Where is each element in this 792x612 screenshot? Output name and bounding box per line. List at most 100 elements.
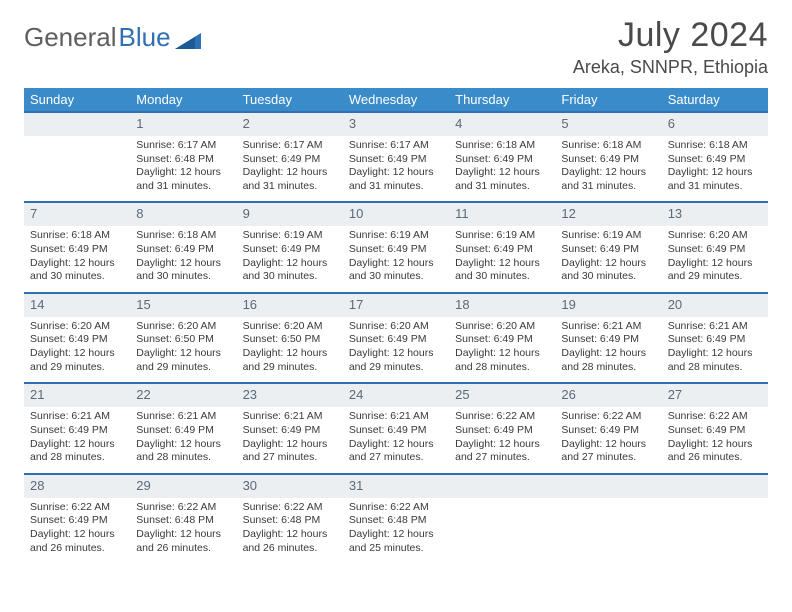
sunrise-text: Sunrise: 6:20 AM <box>455 320 549 334</box>
day-number: 20 <box>662 294 768 317</box>
calendar-week-row: 7Sunrise: 6:18 AMSunset: 6:49 PMDaylight… <box>24 202 768 292</box>
sunset-text: Sunset: 6:49 PM <box>561 424 655 438</box>
calendar-day-cell: 22Sunrise: 6:21 AMSunset: 6:49 PMDayligh… <box>130 383 236 473</box>
day-details: Sunrise: 6:22 AMSunset: 6:48 PMDaylight:… <box>237 498 343 564</box>
day-number: 13 <box>662 203 768 226</box>
day-details: Sunrise: 6:21 AMSunset: 6:49 PMDaylight:… <box>662 317 768 383</box>
sunset-text: Sunset: 6:49 PM <box>561 333 655 347</box>
day-details: Sunrise: 6:21 AMSunset: 6:49 PMDaylight:… <box>130 407 236 473</box>
calendar-day-cell: 3Sunrise: 6:17 AMSunset: 6:49 PMDaylight… <box>343 112 449 202</box>
logo-text-2: Blue <box>119 22 171 53</box>
day-details: Sunrise: 6:19 AMSunset: 6:49 PMDaylight:… <box>343 226 449 292</box>
day-number <box>449 475 555 498</box>
day-details: Sunrise: 6:22 AMSunset: 6:49 PMDaylight:… <box>449 407 555 473</box>
sunset-text: Sunset: 6:49 PM <box>30 514 124 528</box>
sunrise-text: Sunrise: 6:21 AM <box>561 320 655 334</box>
daylight-text: Daylight: 12 hours and 29 minutes. <box>243 347 337 374</box>
day-details: Sunrise: 6:17 AMSunset: 6:49 PMDaylight:… <box>343 136 449 202</box>
sunrise-text: Sunrise: 6:21 AM <box>668 320 762 334</box>
daylight-text: Daylight: 12 hours and 30 minutes. <box>349 257 443 284</box>
sunrise-text: Sunrise: 6:20 AM <box>243 320 337 334</box>
sunrise-text: Sunrise: 6:18 AM <box>668 139 762 153</box>
sunrise-text: Sunrise: 6:17 AM <box>136 139 230 153</box>
sunrise-text: Sunrise: 6:21 AM <box>349 410 443 424</box>
sunrise-text: Sunrise: 6:19 AM <box>561 229 655 243</box>
sunset-text: Sunset: 6:49 PM <box>30 424 124 438</box>
day-details: Sunrise: 6:20 AMSunset: 6:49 PMDaylight:… <box>662 226 768 292</box>
sunrise-text: Sunrise: 6:19 AM <box>455 229 549 243</box>
sunset-text: Sunset: 6:49 PM <box>243 153 337 167</box>
calendar-day-cell <box>449 474 555 563</box>
sunset-text: Sunset: 6:49 PM <box>30 243 124 257</box>
calendar-day-cell: 17Sunrise: 6:20 AMSunset: 6:49 PMDayligh… <box>343 293 449 383</box>
sunset-text: Sunset: 6:49 PM <box>349 153 443 167</box>
sunset-text: Sunset: 6:49 PM <box>349 243 443 257</box>
day-number: 29 <box>130 475 236 498</box>
day-details: Sunrise: 6:22 AMSunset: 6:49 PMDaylight:… <box>24 498 130 564</box>
daylight-text: Daylight: 12 hours and 30 minutes. <box>30 257 124 284</box>
daylight-text: Daylight: 12 hours and 26 minutes. <box>668 438 762 465</box>
calendar-day-cell: 31Sunrise: 6:22 AMSunset: 6:48 PMDayligh… <box>343 474 449 563</box>
sunrise-text: Sunrise: 6:22 AM <box>243 501 337 515</box>
day-number: 25 <box>449 384 555 407</box>
calendar-day-cell: 24Sunrise: 6:21 AMSunset: 6:49 PMDayligh… <box>343 383 449 473</box>
day-details: Sunrise: 6:17 AMSunset: 6:48 PMDaylight:… <box>130 136 236 202</box>
day-number: 8 <box>130 203 236 226</box>
calendar-day-cell: 23Sunrise: 6:21 AMSunset: 6:49 PMDayligh… <box>237 383 343 473</box>
sunset-text: Sunset: 6:50 PM <box>136 333 230 347</box>
sunset-text: Sunset: 6:49 PM <box>349 333 443 347</box>
calendar-day-cell: 28Sunrise: 6:22 AMSunset: 6:49 PMDayligh… <box>24 474 130 563</box>
day-number: 28 <box>24 475 130 498</box>
sunrise-text: Sunrise: 6:21 AM <box>136 410 230 424</box>
day-details: Sunrise: 6:19 AMSunset: 6:49 PMDaylight:… <box>555 226 661 292</box>
sunset-text: Sunset: 6:49 PM <box>561 243 655 257</box>
daylight-text: Daylight: 12 hours and 30 minutes. <box>455 257 549 284</box>
day-details: Sunrise: 6:20 AMSunset: 6:50 PMDaylight:… <box>237 317 343 383</box>
day-details: Sunrise: 6:22 AMSunset: 6:48 PMDaylight:… <box>343 498 449 564</box>
day-details <box>24 136 130 192</box>
day-number <box>24 113 130 136</box>
day-number <box>555 475 661 498</box>
sunset-text: Sunset: 6:49 PM <box>668 424 762 438</box>
sunset-text: Sunset: 6:49 PM <box>561 153 655 167</box>
calendar-day-cell: 8Sunrise: 6:18 AMSunset: 6:49 PMDaylight… <box>130 202 236 292</box>
day-details: Sunrise: 6:21 AMSunset: 6:49 PMDaylight:… <box>555 317 661 383</box>
daylight-text: Daylight: 12 hours and 28 minutes. <box>668 347 762 374</box>
sunrise-text: Sunrise: 6:20 AM <box>349 320 443 334</box>
day-details: Sunrise: 6:19 AMSunset: 6:49 PMDaylight:… <box>237 226 343 292</box>
month-title: July 2024 <box>573 16 768 55</box>
calendar-day-cell: 2Sunrise: 6:17 AMSunset: 6:49 PMDaylight… <box>237 112 343 202</box>
day-number: 11 <box>449 203 555 226</box>
sunrise-text: Sunrise: 6:22 AM <box>136 501 230 515</box>
daylight-text: Daylight: 12 hours and 31 minutes. <box>561 166 655 193</box>
day-details: Sunrise: 6:20 AMSunset: 6:50 PMDaylight:… <box>130 317 236 383</box>
daylight-text: Daylight: 12 hours and 28 minutes. <box>455 347 549 374</box>
calendar-day-cell: 14Sunrise: 6:20 AMSunset: 6:49 PMDayligh… <box>24 293 130 383</box>
daylight-text: Daylight: 12 hours and 27 minutes. <box>349 438 443 465</box>
calendar-week-row: 14Sunrise: 6:20 AMSunset: 6:49 PMDayligh… <box>24 293 768 383</box>
sunset-text: Sunset: 6:49 PM <box>668 243 762 257</box>
day-details: Sunrise: 6:21 AMSunset: 6:49 PMDaylight:… <box>343 407 449 473</box>
calendar-day-cell: 5Sunrise: 6:18 AMSunset: 6:49 PMDaylight… <box>555 112 661 202</box>
logo: GeneralBlue <box>24 22 201 53</box>
day-header: Monday <box>130 88 236 112</box>
daylight-text: Daylight: 12 hours and 26 minutes. <box>30 528 124 555</box>
day-number: 3 <box>343 113 449 136</box>
sunrise-text: Sunrise: 6:18 AM <box>561 139 655 153</box>
daylight-text: Daylight: 12 hours and 31 minutes. <box>243 166 337 193</box>
daylight-text: Daylight: 12 hours and 30 minutes. <box>243 257 337 284</box>
day-number: 4 <box>449 113 555 136</box>
sunset-text: Sunset: 6:50 PM <box>243 333 337 347</box>
sunset-text: Sunset: 6:49 PM <box>243 243 337 257</box>
day-number: 17 <box>343 294 449 317</box>
sunrise-text: Sunrise: 6:20 AM <box>668 229 762 243</box>
daylight-text: Daylight: 12 hours and 31 minutes. <box>668 166 762 193</box>
day-number <box>662 475 768 498</box>
day-header: Thursday <box>449 88 555 112</box>
daylight-text: Daylight: 12 hours and 28 minutes. <box>136 438 230 465</box>
day-header: Sunday <box>24 88 130 112</box>
calendar-day-cell: 4Sunrise: 6:18 AMSunset: 6:49 PMDaylight… <box>449 112 555 202</box>
calendar-day-cell: 27Sunrise: 6:22 AMSunset: 6:49 PMDayligh… <box>662 383 768 473</box>
day-details: Sunrise: 6:20 AMSunset: 6:49 PMDaylight:… <box>24 317 130 383</box>
daylight-text: Daylight: 12 hours and 27 minutes. <box>243 438 337 465</box>
